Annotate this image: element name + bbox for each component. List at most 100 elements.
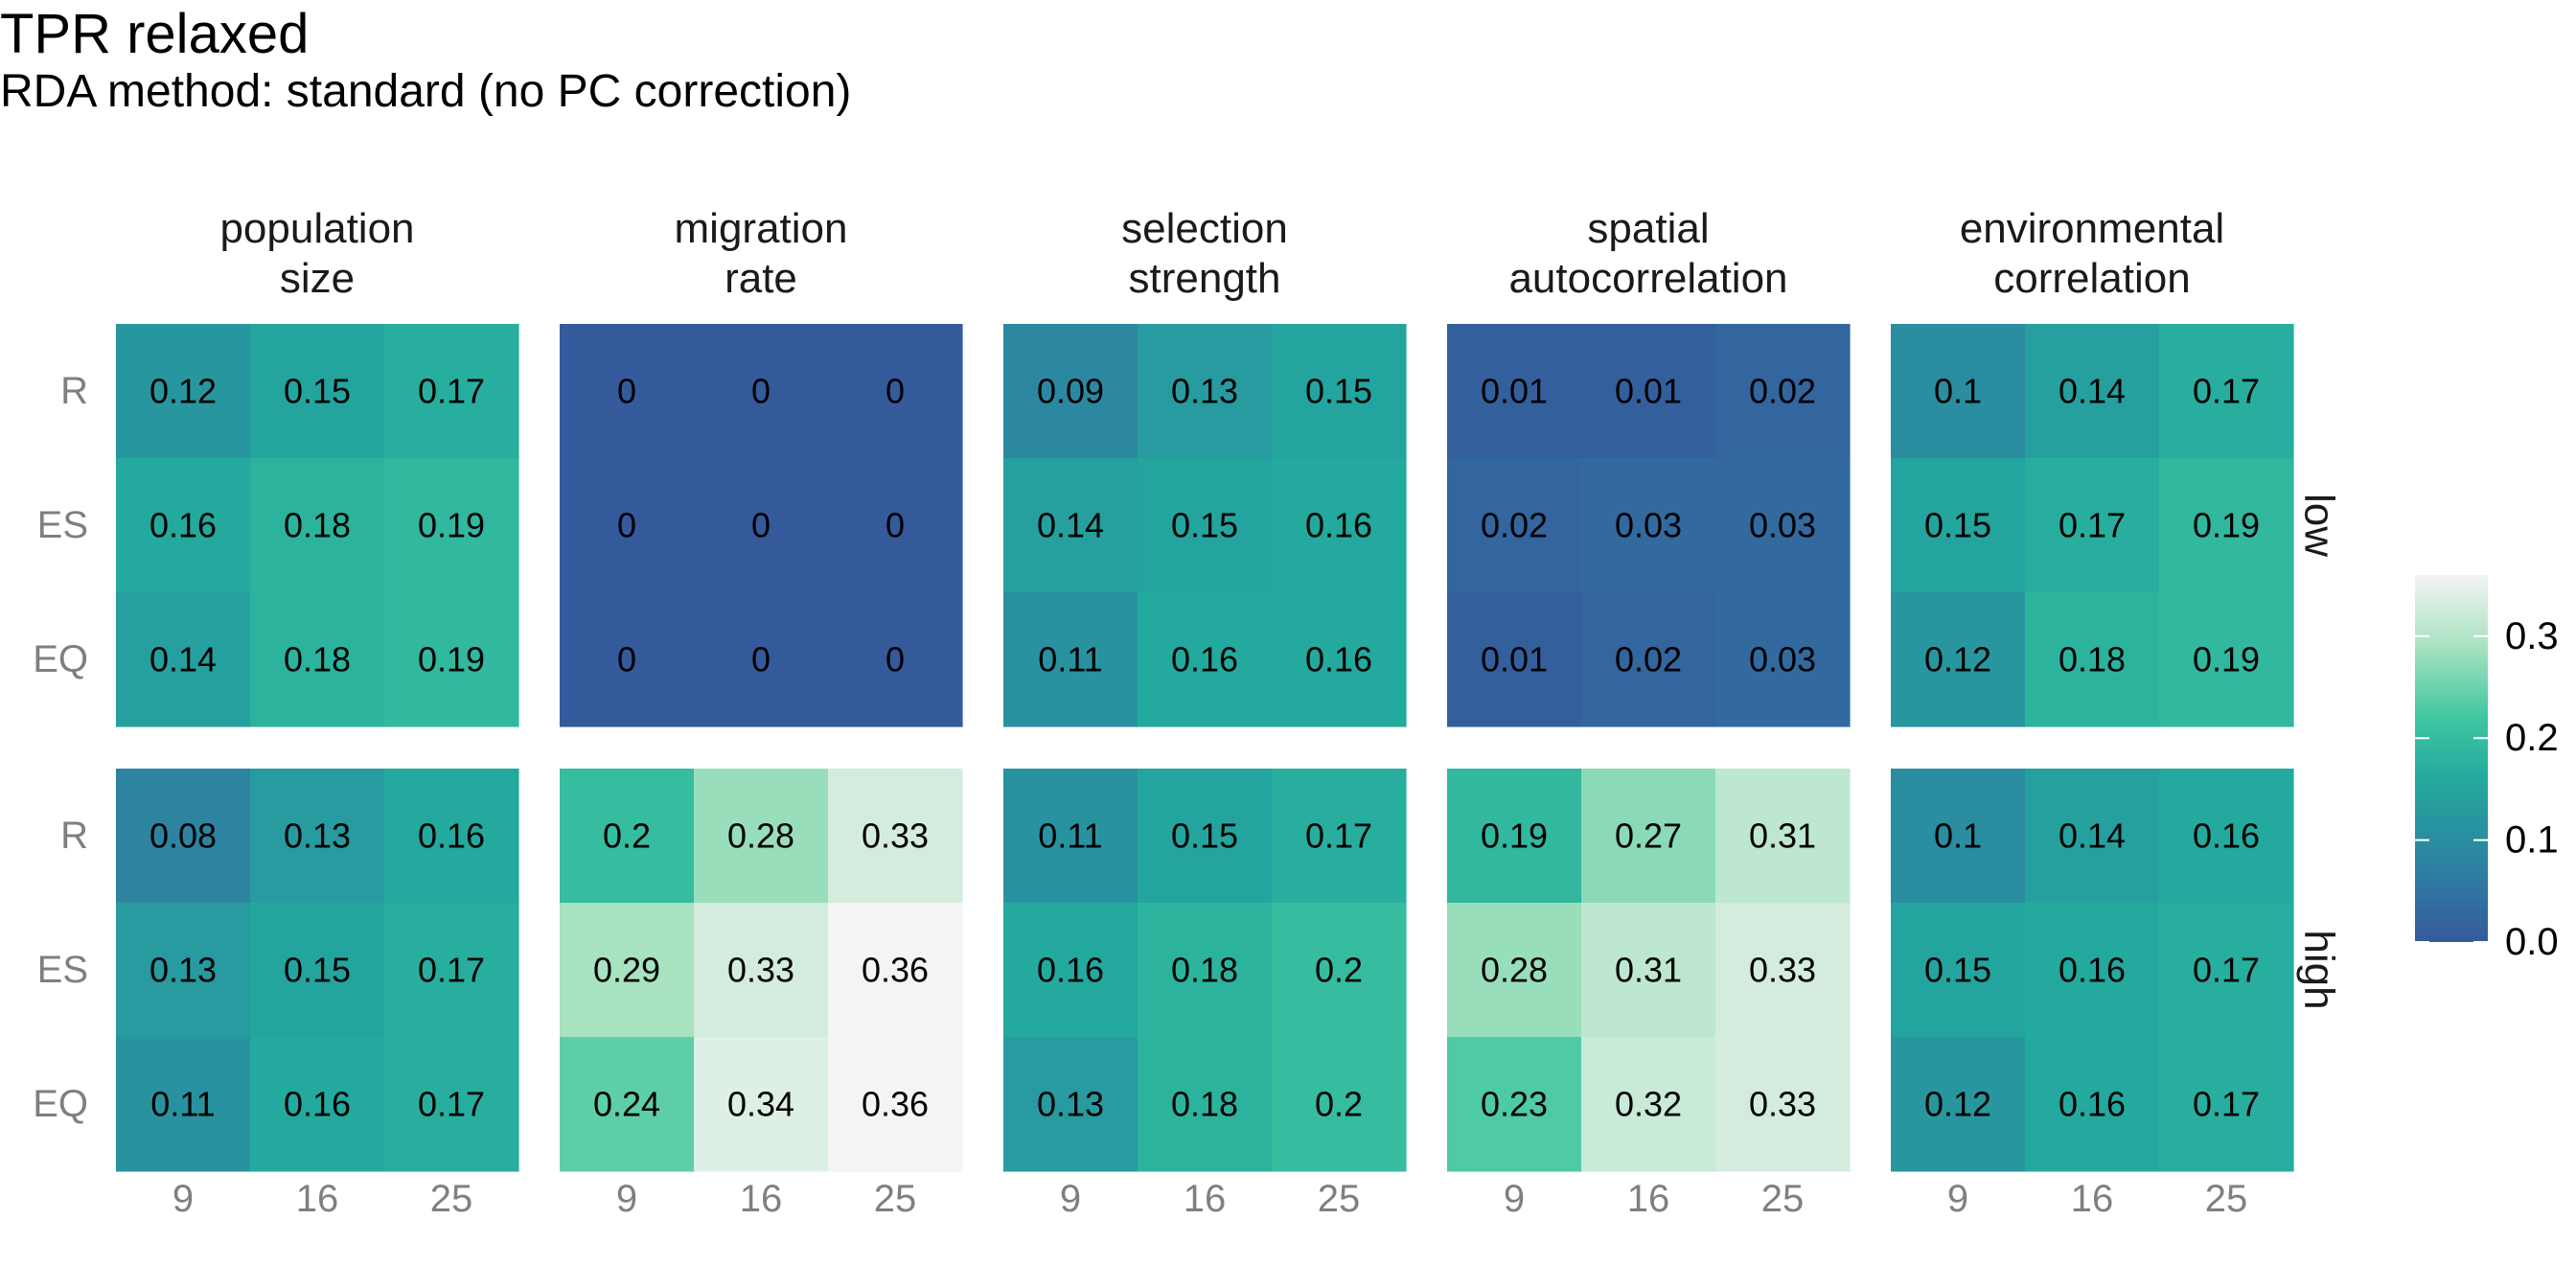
cell-value-label: 0 — [617, 372, 636, 411]
cell-value-label: 0.19 — [418, 640, 485, 679]
heat-cell — [560, 592, 695, 727]
heat-cell — [2025, 769, 2160, 904]
cell-value-label: 0.19 — [2193, 640, 2260, 679]
cell-value-label: 0.17 — [418, 1085, 485, 1124]
heat-cell — [694, 324, 829, 459]
heat-cell — [1581, 458, 1716, 593]
facet-label-2-1: strength — [1129, 255, 1281, 302]
cell-value-label: 0.18 — [284, 640, 351, 679]
cell-value-label: 0.36 — [862, 1085, 929, 1124]
heat-cell — [1003, 592, 1138, 727]
legend-tick-label: 0.3 — [2505, 615, 2559, 657]
cell-value-label: 0.17 — [2193, 951, 2260, 990]
facet-label-4-0: environmental — [1960, 205, 2224, 252]
heat-cell — [1891, 458, 2026, 593]
heat-cell — [1003, 324, 1138, 459]
heat-cell — [1272, 592, 1407, 727]
heat-cell — [2025, 1037, 2160, 1172]
heat-cell — [384, 903, 519, 1038]
heat-cell — [1715, 324, 1851, 459]
heat-cell — [1891, 592, 2026, 727]
cell-value-label: 0.29 — [593, 951, 660, 990]
cell-value-label: 0.27 — [1615, 816, 1682, 856]
heat-cell — [1272, 769, 1407, 904]
heat-cell — [560, 458, 695, 593]
heat-cell — [250, 769, 385, 904]
heat-cell — [1447, 324, 1582, 459]
heat-cell — [1003, 1037, 1138, 1172]
cell-value-label: 0.16 — [2193, 816, 2260, 856]
x-tick-label: 9 — [1947, 1178, 1968, 1220]
heat-cell — [1003, 769, 1138, 904]
cell-value-label: 0.14 — [2058, 816, 2126, 856]
facet-label-0-0: population — [219, 205, 414, 252]
x-tick-label: 16 — [1184, 1178, 1227, 1220]
x-tick-label: 16 — [296, 1178, 339, 1220]
heat-cell — [1581, 1037, 1716, 1172]
legend-tick-label: 0.1 — [2505, 819, 2559, 862]
heat-cell — [560, 324, 695, 459]
heat-cell — [1447, 1037, 1582, 1172]
cell-value-label: 0 — [886, 506, 905, 545]
heat-cell — [1272, 324, 1407, 459]
heat-cell — [1715, 458, 1851, 593]
heat-cell — [384, 769, 519, 904]
heat-cell — [1272, 903, 1407, 1038]
cell-value-label: 0.02 — [1749, 372, 1816, 411]
cell-value-label: 0.28 — [1481, 951, 1548, 990]
heat-cell — [116, 903, 251, 1038]
cell-value-label: 0.16 — [418, 816, 485, 856]
cell-value-label: 0.16 — [1305, 506, 1372, 545]
x-tick-label: 25 — [430, 1178, 473, 1220]
cell-value-label: 0.15 — [1171, 506, 1238, 545]
x-tick-label: 16 — [740, 1178, 783, 1220]
cell-value-label: 0.16 — [2058, 1085, 2126, 1124]
legend-colorbar — [2415, 575, 2488, 942]
cell-value-label: 0.33 — [1749, 951, 1816, 990]
facet-label-3-1: autocorrelation — [1508, 255, 1787, 302]
cell-value-label: 0.18 — [2058, 640, 2126, 679]
y-tick-label: ES — [37, 949, 88, 991]
cell-value-label: 0.02 — [1481, 506, 1548, 545]
heat-cell — [116, 592, 251, 727]
heat-cell — [1447, 903, 1582, 1038]
cell-value-label: 0 — [617, 506, 636, 545]
cell-value-label: 0.15 — [1924, 951, 1991, 990]
heat-cell — [694, 903, 829, 1038]
cell-value-label: 0.2 — [1315, 1085, 1363, 1124]
cell-value-label: 0.31 — [1615, 951, 1682, 990]
heat-cell — [1138, 769, 1273, 904]
heat-cell — [2025, 903, 2160, 1038]
heat-cell — [1138, 458, 1273, 593]
heat-cell — [1715, 1037, 1851, 1172]
cell-value-label: 0.08 — [150, 816, 217, 856]
heat-cell — [1581, 592, 1716, 727]
cell-value-label: 0.17 — [2193, 372, 2260, 411]
heat-cell — [694, 1037, 829, 1172]
heat-cell — [1447, 458, 1582, 593]
heat-cell — [1715, 903, 1851, 1038]
cell-value-label: 0.15 — [1924, 506, 1991, 545]
heat-cell — [560, 903, 695, 1038]
facet-label-3-0: spatial — [1587, 205, 1709, 252]
heat-cell — [1447, 769, 1582, 904]
heat-cell — [560, 1037, 695, 1172]
cell-value-label: 0.03 — [1615, 506, 1682, 545]
cell-value-label: 0.16 — [150, 506, 217, 545]
heat-cell — [694, 458, 829, 593]
heat-cell — [384, 324, 519, 459]
heat-cell — [2159, 1037, 2294, 1172]
legend-tick-label: 0.0 — [2505, 921, 2559, 963]
x-tick-label: 16 — [1627, 1178, 1670, 1220]
x-tick-label: 25 — [1761, 1178, 1805, 1220]
x-tick-label: 16 — [2071, 1178, 2114, 1220]
facet-label-2-0: selection — [1121, 205, 1288, 252]
cell-value-label: 0.19 — [1481, 816, 1548, 856]
cell-value-label: 0.01 — [1481, 640, 1548, 679]
heat-cell — [2159, 769, 2294, 904]
heat-cell — [384, 592, 519, 727]
cell-value-label: 0.17 — [418, 372, 485, 411]
heat-cell — [2025, 458, 2160, 593]
heat-cell — [828, 458, 963, 593]
y-tick-label: ES — [37, 504, 88, 546]
